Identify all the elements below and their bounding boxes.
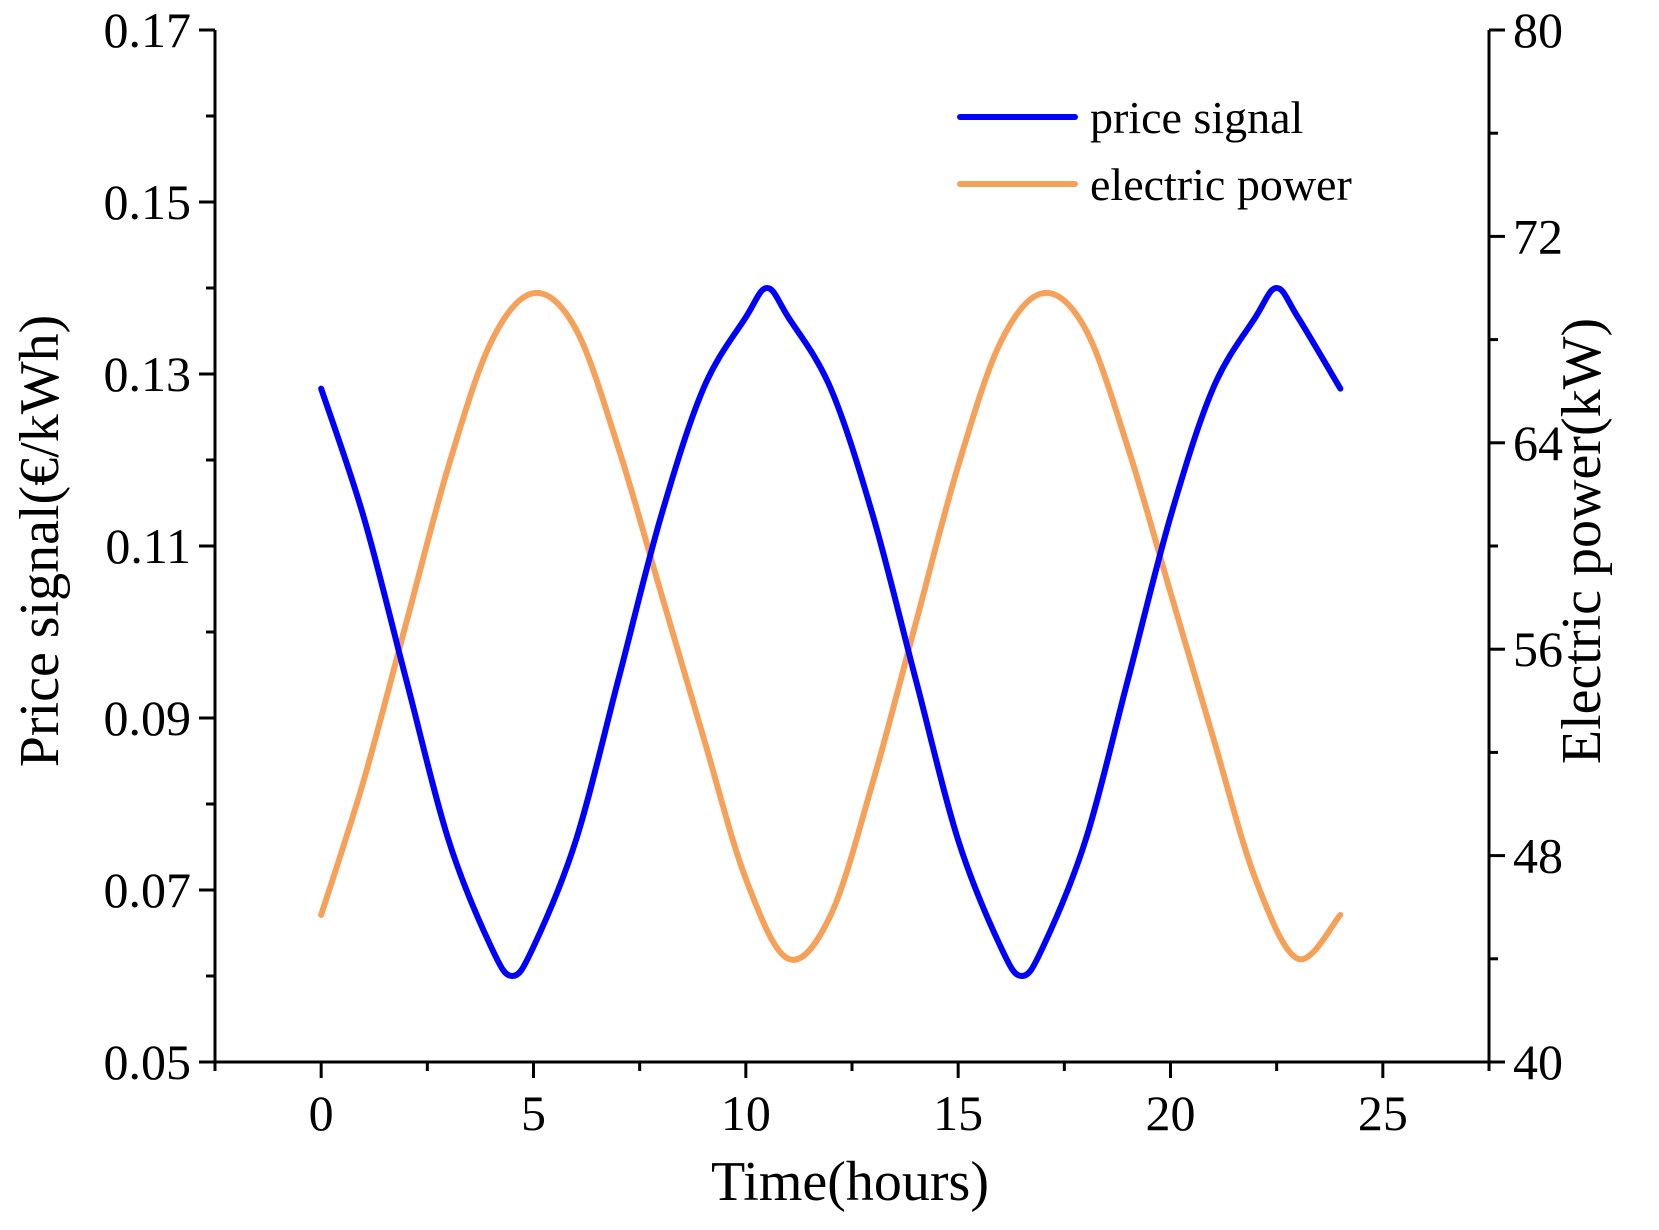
right-y-tick-label: 72 bbox=[1513, 208, 1563, 264]
x-tick-label: 15 bbox=[933, 1085, 983, 1141]
x-tick-label: 5 bbox=[521, 1085, 546, 1141]
x-tick-label: 20 bbox=[1146, 1085, 1196, 1141]
series-line-electric-power bbox=[318, 290, 1344, 963]
plot-lines bbox=[318, 285, 1344, 979]
x-axis-ticks: 0 5 10 15 20 25 bbox=[213, 1062, 1491, 1141]
legend-label-price-signal: price signal bbox=[1090, 92, 1303, 143]
legend: price signal electric power bbox=[957, 92, 1352, 210]
left-y-tick-label: 0.11 bbox=[105, 518, 191, 574]
x-tick-label: 0 bbox=[309, 1085, 334, 1141]
left-y-axis-ticks: 0.05 0.07 0.09 0.11 0.13 0.15 0.17 bbox=[104, 2, 215, 1090]
left-y-axis-title: Price signal(€/kWh) bbox=[9, 315, 71, 768]
legend-label-electric-power: electric power bbox=[1090, 159, 1352, 210]
right-y-tick-label: 48 bbox=[1513, 828, 1563, 884]
series-line-price-signal bbox=[318, 285, 1344, 979]
right-y-tick-label: 64 bbox=[1513, 415, 1563, 471]
right-y-tick-label: 40 bbox=[1513, 1034, 1563, 1090]
left-y-tick-label: 0.15 bbox=[104, 174, 192, 230]
right-y-axis-ticks: 40 48 56 64 72 80 bbox=[1489, 2, 1563, 1090]
left-y-tick-label: 0.07 bbox=[104, 862, 192, 918]
right-y-tick-label: 80 bbox=[1513, 2, 1563, 58]
left-y-tick-label: 0.13 bbox=[104, 346, 192, 402]
x-tick-label: 10 bbox=[721, 1085, 771, 1141]
left-y-tick-label: 0.17 bbox=[104, 2, 192, 58]
right-y-tick-label: 56 bbox=[1513, 621, 1563, 677]
left-y-tick-label: 0.05 bbox=[104, 1034, 192, 1090]
right-y-axis-title: Electric power(kW) bbox=[1551, 318, 1613, 764]
x-axis-title: Time(hours) bbox=[711, 1151, 989, 1213]
x-tick-label: 25 bbox=[1358, 1085, 1408, 1141]
left-y-tick-label: 0.09 bbox=[104, 690, 192, 746]
